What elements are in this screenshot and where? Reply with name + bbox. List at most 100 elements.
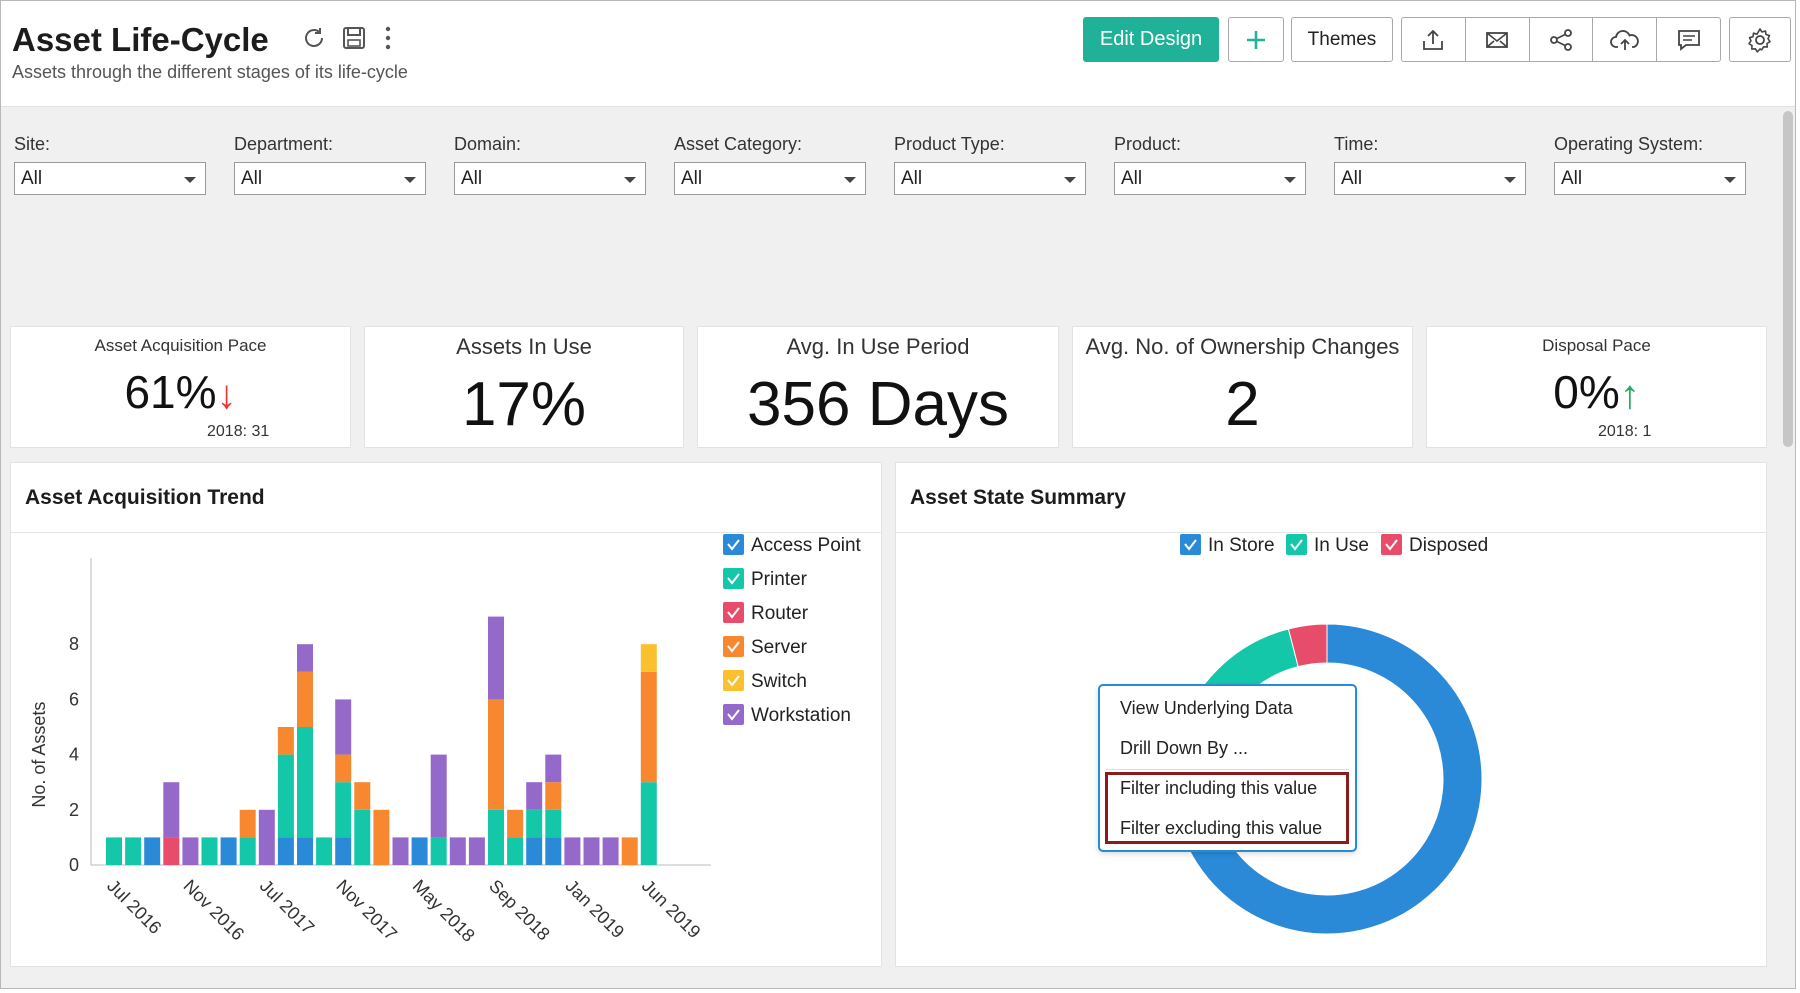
bar-segment-server[interactable] — [507, 809, 524, 838]
menu-item-filter-excluding[interactable]: Filter excluding this value — [1120, 818, 1323, 838]
bar-segment-access-point[interactable] — [335, 837, 352, 865]
filter-dropdown[interactable]: All — [674, 162, 866, 195]
legend-label[interactable]: In Use — [1314, 535, 1369, 556]
bar-segment-printer[interactable] — [545, 809, 562, 838]
bar-segment-server[interactable] — [640, 671, 657, 783]
bar-segment-workstation[interactable] — [392, 837, 409, 865]
publish-button[interactable] — [1593, 18, 1658, 61]
bar-segment-access-point[interactable] — [220, 837, 237, 865]
legend-label[interactable]: Workstation — [751, 705, 851, 726]
bar-segment-printer[interactable] — [201, 837, 218, 865]
bar-segment-workstation[interactable] — [602, 837, 619, 865]
bar-segment-access-point[interactable] — [526, 837, 543, 865]
bar-segment-workstation[interactable] — [297, 644, 313, 672]
donut-slice-disposed[interactable] — [1287, 623, 1328, 668]
legend-checkbox[interactable] — [1286, 534, 1307, 555]
legend-label[interactable]: Switch — [751, 671, 807, 692]
bar-segment-workstation[interactable] — [335, 699, 352, 755]
legend-checkbox[interactable] — [723, 568, 744, 589]
bar-segment-printer[interactable] — [106, 837, 122, 865]
filter-dropdown[interactable]: All — [14, 162, 206, 195]
menu-item-drill-down[interactable]: Drill Down By ... — [1120, 738, 1249, 758]
bar-segment-server[interactable] — [545, 782, 562, 810]
bar-segment-printer[interactable] — [430, 837, 447, 865]
bar-segment-printer[interactable] — [125, 837, 142, 865]
legend-label[interactable]: Disposed — [1409, 535, 1488, 556]
themes-button[interactable]: Themes — [1291, 17, 1393, 62]
menu-item-filter-including[interactable]: Filter including this value — [1120, 778, 1318, 798]
bar-segment-printer[interactable] — [277, 754, 294, 838]
legend-checkbox[interactable] — [1381, 534, 1402, 555]
bar-segment-router[interactable] — [163, 837, 180, 865]
bar-segment-access-point[interactable] — [411, 837, 428, 865]
share-button[interactable] — [1530, 18, 1594, 61]
bar-segment-workstation[interactable] — [430, 754, 447, 838]
bar-segment-workstation[interactable] — [258, 809, 275, 865]
legend-checkbox[interactable] — [723, 704, 744, 725]
kpi-avg-in-use-period[interactable]: Avg. In Use Period 356 Days — [697, 326, 1059, 448]
bar-segment-server[interactable] — [239, 809, 256, 838]
legend-label[interactable]: Router — [751, 603, 809, 624]
bar-segment-printer[interactable] — [488, 809, 504, 865]
bar-segment-server[interactable] — [373, 809, 390, 865]
bar-segment-server[interactable] — [335, 754, 352, 783]
save-icon[interactable] — [339, 23, 369, 53]
kpi-disposal-pace[interactable]: Disposal Pace 0%↑ 2018: 1 — [1426, 326, 1767, 448]
filter-dropdown[interactable]: All — [1114, 162, 1306, 195]
vertical-scrollbar[interactable] — [1781, 107, 1795, 987]
legend-label[interactable]: Printer — [751, 569, 808, 590]
bar-segment-server[interactable] — [277, 727, 294, 755]
add-button[interactable] — [1228, 17, 1284, 62]
refresh-icon[interactable] — [299, 23, 329, 53]
bar-segment-access-point[interactable] — [144, 837, 161, 865]
bar-segment-access-point[interactable] — [545, 837, 562, 865]
bar-segment-workstation[interactable] — [488, 616, 504, 700]
bar-segment-switch[interactable] — [640, 644, 657, 672]
legend-checkbox[interactable] — [723, 636, 744, 657]
bar-segment-printer[interactable] — [354, 809, 371, 865]
kpi-ownership-changes[interactable]: Avg. No. of Ownership Changes 2 — [1072, 326, 1413, 448]
bar-segment-printer[interactable] — [640, 782, 657, 865]
legend-label[interactable]: Server — [751, 637, 808, 658]
kpi-assets-in-use[interactable]: Assets In Use 17% — [364, 326, 684, 448]
bar-segment-server[interactable] — [354, 782, 371, 810]
bar-segment-printer[interactable] — [316, 837, 333, 865]
comment-button[interactable] — [1657, 18, 1720, 61]
bar-segment-printer[interactable] — [526, 809, 543, 838]
bar-segment-printer[interactable] — [239, 837, 256, 865]
bar-segment-workstation[interactable] — [526, 782, 543, 810]
bar-segment-printer[interactable] — [335, 782, 352, 838]
legend-checkbox[interactable] — [723, 670, 744, 691]
bar-segment-access-point[interactable] — [277, 837, 294, 865]
edit-design-button[interactable]: Edit Design — [1083, 17, 1219, 62]
bar-segment-workstation[interactable] — [583, 837, 600, 865]
email-button[interactable] — [1466, 18, 1530, 61]
bar-segment-workstation[interactable] — [545, 754, 562, 783]
bar-segment-server[interactable] — [297, 671, 313, 727]
acquisition-trend-chart[interactable]: 0 2 4 6 8 No. of Assets Jul 2016 Nov 2016 Jul 20… — [11, 463, 883, 968]
filter-dropdown[interactable]: All — [234, 162, 426, 195]
kpi-acquisition-pace[interactable]: Asset Acquisition Pace 61%↓ 2018: 31 — [10, 326, 351, 448]
filter-dropdown[interactable]: All — [1554, 162, 1746, 195]
bar-segment-access-point[interactable] — [297, 837, 313, 865]
bar-segment-server[interactable] — [488, 699, 504, 810]
bar-segment-server[interactable] — [621, 837, 638, 865]
filter-dropdown[interactable]: All — [894, 162, 1086, 195]
bar-segment-workstation[interactable] — [468, 837, 485, 865]
legend-checkbox[interactable] — [723, 602, 744, 623]
legend-label[interactable]: Access Point — [751, 535, 862, 556]
filter-dropdown[interactable]: All — [454, 162, 646, 195]
filter-dropdown[interactable]: All — [1334, 162, 1526, 195]
bar-segment-workstation[interactable] — [449, 837, 466, 865]
bar-segment-workstation[interactable] — [564, 837, 581, 865]
legend-label[interactable]: In Store — [1208, 535, 1275, 556]
bar-segment-workstation[interactable] — [182, 837, 199, 865]
bar-segment-printer[interactable] — [297, 727, 313, 838]
bar-segment-printer[interactable] — [507, 837, 524, 865]
legend-checkbox[interactable] — [1180, 534, 1201, 555]
more-options-icon[interactable] — [373, 23, 403, 53]
export-button[interactable] — [1402, 18, 1466, 61]
scrollbar-thumb[interactable] — [1783, 111, 1793, 447]
legend-checkbox[interactable] — [723, 534, 744, 555]
settings-button[interactable] — [1729, 17, 1791, 62]
